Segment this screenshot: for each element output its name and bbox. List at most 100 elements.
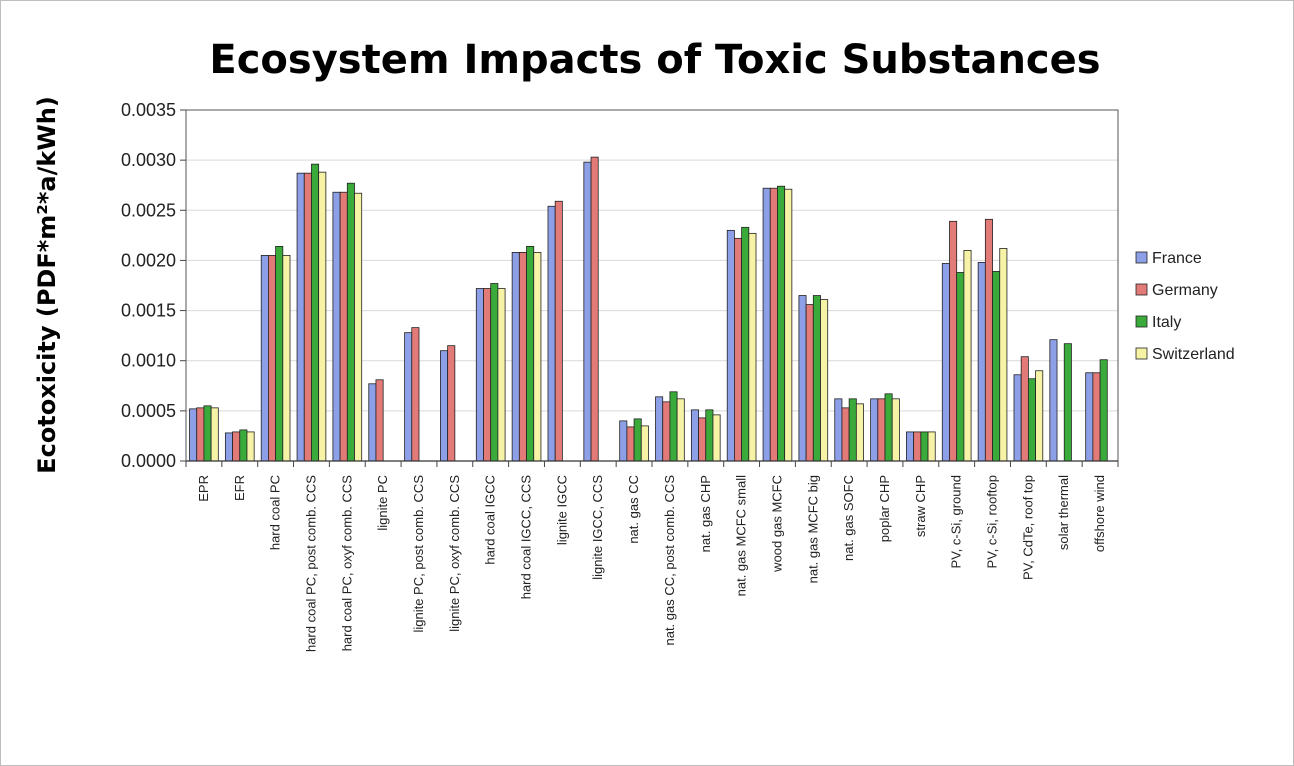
bar-switzerland <box>497 288 506 462</box>
x-tick-label: hard coal PC, oxyf comb. CCS <box>339 475 354 652</box>
x-tick-label: PV, c-Si, rooftop <box>985 475 1000 568</box>
bar-germany <box>984 218 993 462</box>
x-tick-label: lignite IGCC <box>554 475 569 545</box>
bar-italy <box>812 295 821 462</box>
y-tick-label: 0.0010 <box>121 351 176 371</box>
bar-switzerland <box>712 414 721 462</box>
y-tick-label: 0.0020 <box>121 250 176 270</box>
y-axis-label: Ecotoxicity (PDF*m²*a/kWh) <box>33 96 61 474</box>
bar-germany <box>375 379 384 462</box>
x-tick-label: nat. gas CC, post comb. CCS <box>662 475 677 646</box>
bar-switzerland <box>640 425 649 462</box>
bar-france <box>619 420 628 462</box>
bar-france <box>1013 374 1022 462</box>
x-tick-label: hard coal PC, post comb. CCS <box>303 475 318 652</box>
bar-germany <box>949 220 958 462</box>
bar-switzerland <box>354 192 363 462</box>
chart-title: Ecosystem Impacts of Toxic Substances <box>209 37 1100 83</box>
x-tick-label: solar thermal <box>1056 475 1071 550</box>
bar-switzerland <box>820 299 829 462</box>
bar-france <box>440 350 449 462</box>
bar-switzerland <box>963 249 972 462</box>
bar-switzerland <box>784 188 793 462</box>
bar-italy <box>741 226 750 462</box>
bar-france <box>834 398 843 462</box>
x-tick-label: hard coal PC <box>268 475 283 550</box>
legend-swatch-switzerland <box>1135 347 1148 360</box>
bar-germany <box>447 345 456 462</box>
bars <box>189 156 1108 462</box>
bar-switzerland <box>999 247 1008 462</box>
legend-label-switzerland: Switzerland <box>1152 346 1235 363</box>
bar-italy <box>203 405 212 462</box>
bar-france <box>260 255 269 462</box>
legend-swatch-france <box>1135 251 1148 264</box>
bar-italy <box>311 163 320 462</box>
bar-germany <box>483 288 492 462</box>
legend-label-italy: Italy <box>1152 314 1181 331</box>
bar-france <box>511 252 520 462</box>
bar-italy <box>920 431 929 462</box>
x-tick-label: nat. gas SOFC <box>841 475 856 561</box>
x-tick-label: hard coal IGCC <box>483 475 498 565</box>
bar-italy <box>239 429 248 462</box>
bar-germany <box>841 407 850 462</box>
bar-france <box>583 161 592 462</box>
bar-france <box>941 263 950 462</box>
bar-italy <box>848 398 857 462</box>
bar-france <box>1085 372 1094 462</box>
x-tick-label: nat. gas CC <box>626 475 641 544</box>
y-axis-ticks: 0.0000 0.0005 0.0010 0.0015 0.0020 0.0025 0.00… <box>121 100 186 471</box>
x-tick-label: straw CHP <box>913 475 928 537</box>
bar-france <box>224 432 233 462</box>
x-axis-ticks: EPR EFR hard coal PC hard coal PC, post com… <box>185 461 1119 652</box>
bar-germany <box>303 172 312 462</box>
x-tick-label: nat. gas MCFC small <box>734 475 749 596</box>
bar-germany <box>518 252 527 462</box>
bar-switzerland <box>533 252 542 462</box>
bar-germany <box>411 327 420 462</box>
legend-label-germany: Germany <box>1152 282 1218 299</box>
bar-switzerland <box>210 407 219 462</box>
bar-switzerland <box>1035 370 1044 462</box>
bar-france <box>332 191 341 462</box>
bar-france <box>655 396 664 462</box>
bar-switzerland <box>927 431 936 462</box>
bar-germany <box>662 401 671 462</box>
bar-germany <box>734 237 743 462</box>
bar-italy <box>633 418 642 462</box>
bar-italy <box>956 272 965 462</box>
bar-italy <box>1099 359 1108 462</box>
bar-germany <box>554 200 563 462</box>
x-tick-label: wood gas MCFC <box>769 475 784 573</box>
y-tick-label: 0.0025 <box>121 200 176 220</box>
x-tick-label: lignite PC, oxyf comb. CCS <box>447 475 462 632</box>
bar-switzerland <box>246 431 255 462</box>
bar-germany <box>698 417 707 462</box>
x-tick-label: lignite PC, post comb. CCS <box>411 475 426 633</box>
bar-switzerland <box>855 403 864 462</box>
bar-switzerland <box>676 398 685 462</box>
y-tick-label: 0.0035 <box>121 100 176 120</box>
x-tick-label: PV, c-Si, ground <box>949 475 964 568</box>
x-tick-label: nat. gas CHP <box>698 475 713 552</box>
bar-france <box>798 295 807 462</box>
bar-germany <box>769 187 778 462</box>
bar-italy <box>1063 343 1072 462</box>
x-tick-label: hard coal IGCC, CCS <box>519 475 534 600</box>
bar-italy <box>884 393 893 462</box>
bar-france <box>404 332 413 462</box>
x-tick-label: lignite PC <box>375 475 390 531</box>
bar-germany <box>626 426 635 462</box>
bar-france <box>368 383 377 462</box>
bar-france <box>906 431 915 462</box>
bar-germany <box>232 431 241 462</box>
bar-germany <box>1020 356 1029 462</box>
bar-italy <box>275 245 284 462</box>
x-tick-label: lignite IGCC, CCS <box>590 475 605 580</box>
bar-germany <box>339 191 348 462</box>
legend-label-france: France <box>1152 250 1202 267</box>
y-tick-label: 0.0030 <box>121 150 176 170</box>
